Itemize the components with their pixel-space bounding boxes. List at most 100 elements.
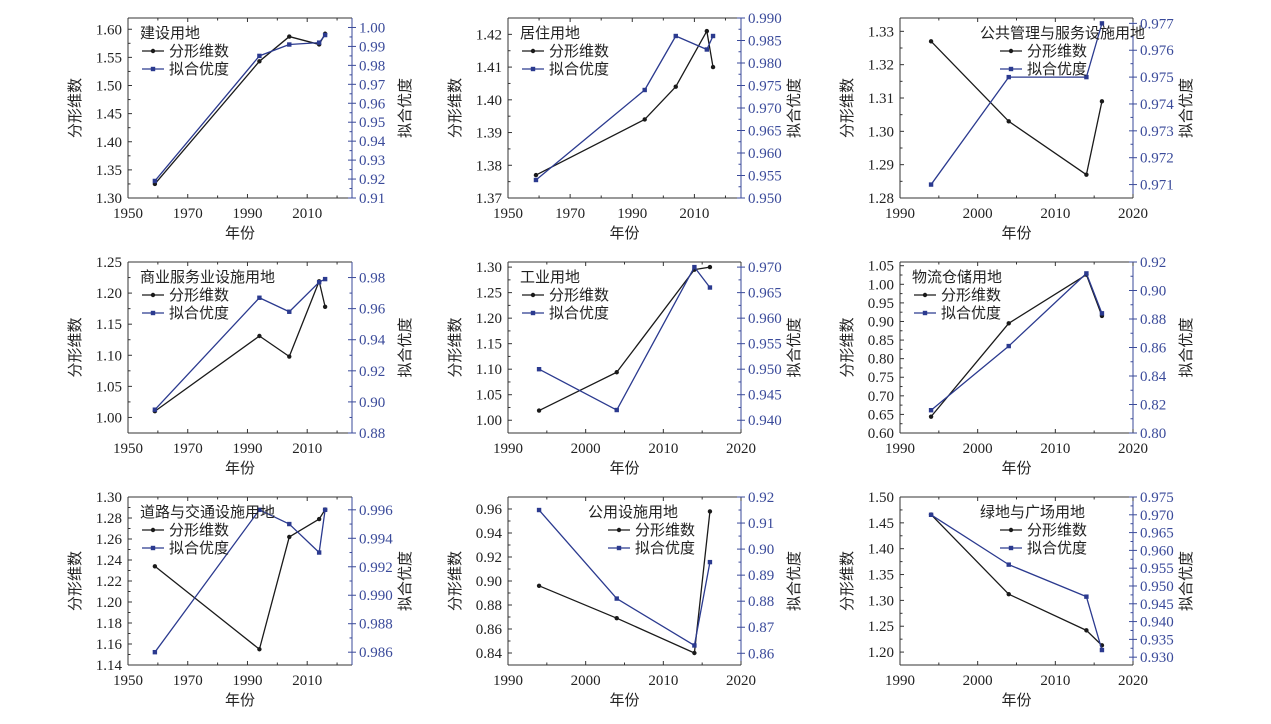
fractal-dimension-point (1084, 628, 1089, 633)
y-tick-label: 1.40 (868, 542, 894, 558)
legend-label: 拟合优度 (635, 540, 695, 557)
y2-tick-label: 0.87 (748, 620, 775, 636)
y-tick-label: 1.26 (96, 532, 123, 548)
y-tick-label: 1.60 (96, 22, 122, 38)
y2-tick-label: 0.930 (1140, 650, 1174, 666)
y-tick-label: 0.70 (868, 389, 894, 405)
y2-tick-label: 0.940 (748, 413, 782, 429)
y2-axis-label: 拟合优度 (786, 551, 803, 611)
y-tick-label: 1.18 (96, 616, 122, 632)
y-tick-label: 1.00 (476, 413, 502, 429)
y2-tick-label: 0.96 (359, 302, 386, 318)
legend-label: 分形维数 (549, 43, 609, 60)
chart-panel-3: 1990 2000 2010 2020 1.28 1.29 1.30 1.31 1.32 1.33… (839, 16, 1195, 242)
y2-tick-label: 0.990 (748, 11, 782, 27)
x-tick-label: 1990 (232, 441, 262, 457)
y2-tick-label: 0.955 (1140, 561, 1174, 577)
y2-axis-label: 拟合优度 (1178, 78, 1195, 138)
goodness-of-fit-line (538, 266, 711, 411)
y2-tick-label: 0.970 (748, 260, 782, 276)
y2-tick-label: 0.972 (1140, 151, 1174, 167)
y-tick-label: 0.92 (476, 550, 502, 566)
y2-tick-label: 0.955 (748, 337, 782, 353)
goodness-of-fit-point (1099, 311, 1105, 316)
y2-tick-label: 0.973 (1140, 124, 1174, 140)
legend-swatch-marker (1008, 527, 1014, 533)
y2-tick-label: 0.975 (1140, 490, 1174, 506)
goodness-of-fit-point (614, 407, 619, 413)
y2-tick-label: 0.84 (1140, 369, 1167, 385)
y2-tick-label: 0.97 (359, 77, 386, 93)
y2-axis-label: 拟合优度 (786, 317, 803, 377)
x-tick-label: 2020 (1118, 441, 1148, 457)
x-tick-label: 1950 (113, 206, 143, 222)
goodness-of-fit-line (930, 514, 1103, 651)
y-tick-label: 1.16 (96, 637, 123, 653)
y2-tick-label: 0.950 (1140, 579, 1174, 595)
y-tick-label: 1.55 (96, 50, 122, 66)
panel-title: 建设用地 (140, 25, 200, 42)
x-tick-label: 1990 (232, 206, 262, 222)
y-axis-label: 分形维数 (447, 551, 464, 611)
legend-label: 拟合优度 (941, 305, 1001, 322)
fractal-dimension-point (536, 408, 542, 413)
y2-tick-label: 0.940 (1140, 615, 1174, 631)
y2-tick-label: 0.971 (1140, 178, 1174, 194)
panel-title: 居住用地 (520, 25, 580, 42)
y-tick-label: 0.90 (476, 574, 502, 590)
legend-label: 拟合优度 (169, 61, 229, 78)
panel-title: 公用设施用地 (588, 504, 678, 521)
legend-swatch-marker (922, 310, 928, 316)
legend-swatch-marker (150, 66, 156, 72)
goodness-of-fit-point (536, 507, 542, 513)
y2-tick-label: 0.955 (748, 169, 782, 185)
x-tick-label: 2010 (292, 441, 322, 457)
y2-tick-label: 0.92 (359, 172, 385, 188)
fractal-dimension-line (930, 514, 1103, 646)
fractal-dimension-point (316, 516, 322, 522)
y-tick-label: 1.14 (96, 658, 123, 674)
y-axis-label: 分形维数 (447, 78, 464, 138)
x-tick-label: 2010 (1040, 673, 1070, 689)
y2-tick-label: 0.86 (1140, 341, 1167, 357)
x-tick-label: 2000 (963, 206, 993, 222)
y-tick-label: 1.50 (868, 490, 894, 506)
y-tick-label: 1.38 (476, 158, 502, 174)
y2-tick-label: 0.990 (359, 588, 393, 604)
goodness-of-fit-point (322, 507, 328, 513)
x-tick-label: 1950 (493, 206, 523, 222)
fractal-dimension-point (257, 59, 262, 64)
goodness-of-fit-line (538, 509, 711, 647)
y2-tick-label: 0.88 (359, 426, 385, 442)
y-tick-label: 1.32 (868, 58, 894, 74)
legend-label: 分形维数 (635, 522, 695, 539)
y-tick-label: 1.40 (476, 93, 502, 109)
x-axis-label: 年份 (1001, 225, 1031, 242)
y2-tick-label: 0.950 (748, 191, 782, 207)
y-tick-label: 1.29 (868, 158, 894, 174)
goodness-of-fit-point (152, 178, 158, 184)
legend-swatch-marker (1008, 48, 1014, 54)
y-tick-label: 1.25 (868, 619, 894, 635)
x-axis-label: 年份 (609, 692, 639, 709)
y2-axis-label: 拟合优度 (1178, 317, 1195, 377)
y-axis-label: 分形维数 (839, 317, 856, 377)
legend-label: 分形维数 (941, 287, 1001, 304)
legend-swatch-marker (1008, 545, 1014, 551)
fractal-dimension-point (533, 172, 539, 178)
legend-label: 分形维数 (549, 287, 609, 304)
x-tick-label: 2000 (963, 673, 993, 689)
y2-tick-label: 0.80 (1140, 426, 1166, 442)
y-tick-label: 0.86 (476, 622, 503, 638)
x-tick-label: 2010 (292, 673, 322, 689)
y2-tick-label: 0.960 (1140, 543, 1174, 559)
y-tick-label: 1.31 (868, 91, 894, 107)
y-axis-label: 分形维数 (67, 551, 84, 611)
x-tick-label: 1970 (173, 441, 203, 457)
y-tick-label: 1.45 (868, 516, 894, 532)
y-tick-label: 1.30 (868, 593, 894, 609)
y2-tick-label: 0.980 (748, 56, 782, 72)
y2-axis-label: 拟合优度 (397, 317, 414, 377)
goodness-of-fit-point (692, 264, 697, 270)
